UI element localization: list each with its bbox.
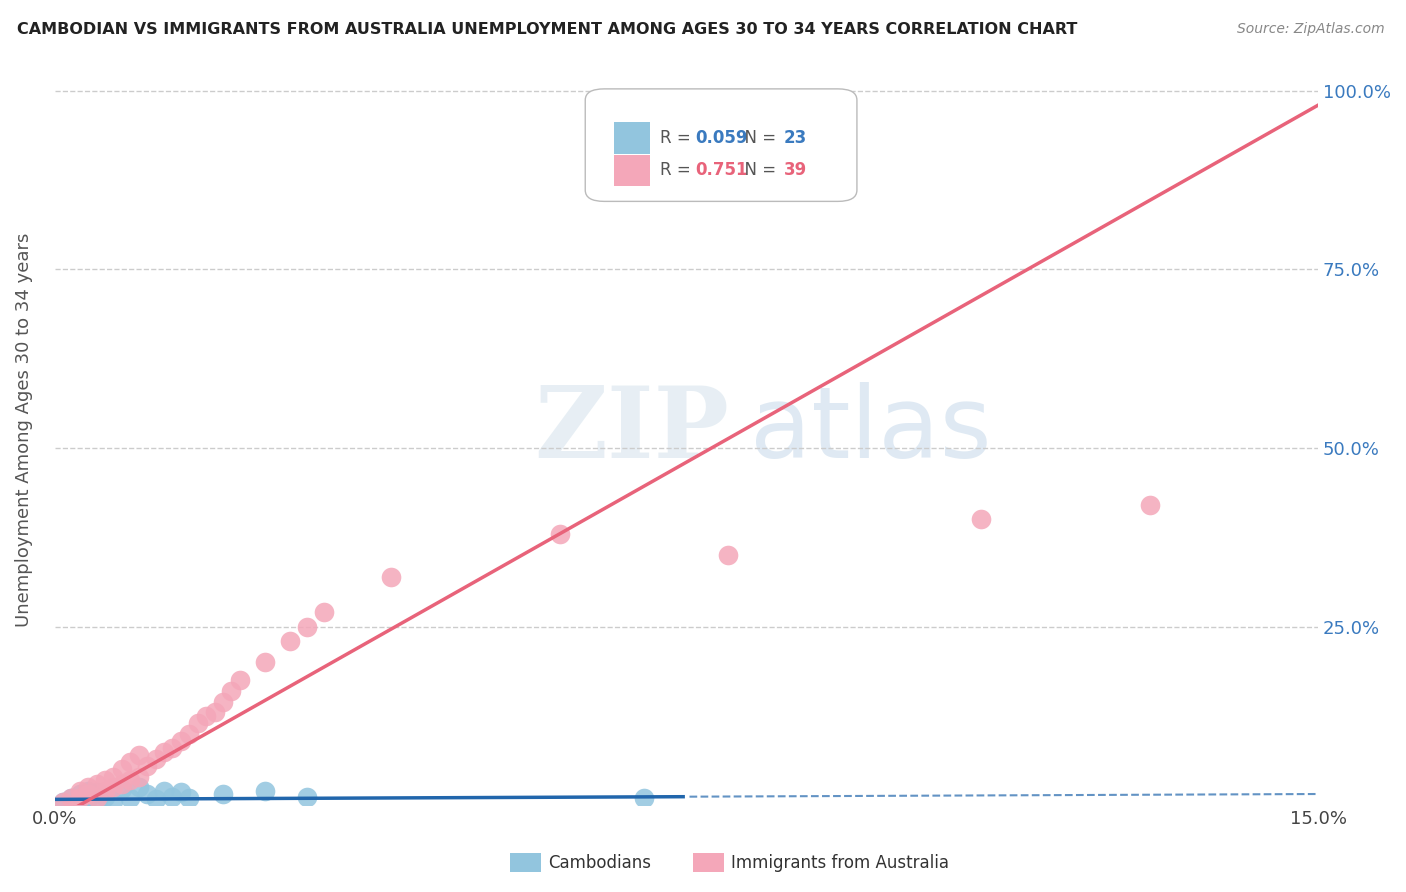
Point xyxy=(103,794,125,808)
Point xyxy=(633,791,655,805)
Text: R =: R = xyxy=(659,161,696,179)
Y-axis label: Unemployment Among Ages 30 to 34 years: Unemployment Among Ages 30 to 34 years xyxy=(15,233,32,627)
Point xyxy=(179,726,201,740)
Point xyxy=(1139,498,1161,512)
Point xyxy=(970,512,993,526)
Point xyxy=(179,791,201,805)
Point xyxy=(136,788,159,802)
Point xyxy=(297,619,319,633)
Point xyxy=(145,792,167,806)
Point xyxy=(103,780,125,795)
Point xyxy=(111,777,134,791)
Point xyxy=(60,791,83,805)
Point xyxy=(548,526,571,541)
Point xyxy=(120,791,142,805)
Point xyxy=(212,788,235,802)
Point xyxy=(94,789,117,804)
Point xyxy=(69,791,91,805)
Point xyxy=(254,784,277,798)
Point xyxy=(77,788,100,802)
Point xyxy=(170,785,193,799)
Point xyxy=(86,777,108,791)
Text: 0.751: 0.751 xyxy=(695,161,748,179)
FancyBboxPatch shape xyxy=(585,89,856,202)
Point xyxy=(120,756,142,770)
Point xyxy=(103,770,125,784)
FancyBboxPatch shape xyxy=(614,122,650,153)
Point xyxy=(86,785,108,799)
Point xyxy=(380,569,402,583)
Point xyxy=(221,683,243,698)
Point xyxy=(69,797,91,811)
Point xyxy=(145,752,167,766)
Point xyxy=(280,633,302,648)
Point xyxy=(60,791,83,805)
Point xyxy=(52,795,75,809)
Point xyxy=(204,705,226,719)
Point xyxy=(153,784,176,798)
Point xyxy=(153,745,176,759)
Text: atlas: atlas xyxy=(749,382,991,479)
Point xyxy=(212,694,235,708)
Point xyxy=(128,780,150,795)
Point xyxy=(94,773,117,788)
Point xyxy=(128,770,150,784)
Text: 39: 39 xyxy=(783,161,807,179)
Point xyxy=(297,789,319,804)
Point xyxy=(52,795,75,809)
Point xyxy=(170,733,193,747)
Text: 23: 23 xyxy=(783,129,807,147)
Text: ZIP: ZIP xyxy=(534,382,730,479)
Text: 0.059: 0.059 xyxy=(695,129,748,147)
Point xyxy=(254,655,277,669)
Point xyxy=(86,791,108,805)
Point xyxy=(69,788,91,802)
Point xyxy=(162,740,184,755)
Point xyxy=(77,784,100,798)
Point xyxy=(136,759,159,773)
Point xyxy=(77,780,100,795)
Text: N =: N = xyxy=(734,161,782,179)
Point xyxy=(187,715,209,730)
Point xyxy=(111,782,134,797)
Point xyxy=(94,784,117,798)
Text: N =: N = xyxy=(734,129,782,147)
Point xyxy=(314,605,336,619)
FancyBboxPatch shape xyxy=(614,154,650,186)
Text: Source: ZipAtlas.com: Source: ZipAtlas.com xyxy=(1237,22,1385,37)
Point xyxy=(69,784,91,798)
Text: CAMBODIAN VS IMMIGRANTS FROM AUSTRALIA UNEMPLOYMENT AMONG AGES 30 TO 34 YEARS CO: CAMBODIAN VS IMMIGRANTS FROM AUSTRALIA U… xyxy=(17,22,1077,37)
Text: Immigrants from Australia: Immigrants from Australia xyxy=(731,854,949,871)
Point xyxy=(86,796,108,810)
Point xyxy=(717,548,740,562)
Point xyxy=(77,792,100,806)
Text: R =: R = xyxy=(659,129,696,147)
Point xyxy=(128,748,150,763)
Point xyxy=(111,763,134,777)
Point xyxy=(195,708,218,723)
Text: Cambodians: Cambodians xyxy=(548,854,651,871)
Point xyxy=(120,773,142,788)
Point xyxy=(162,789,184,804)
Point xyxy=(229,673,252,687)
